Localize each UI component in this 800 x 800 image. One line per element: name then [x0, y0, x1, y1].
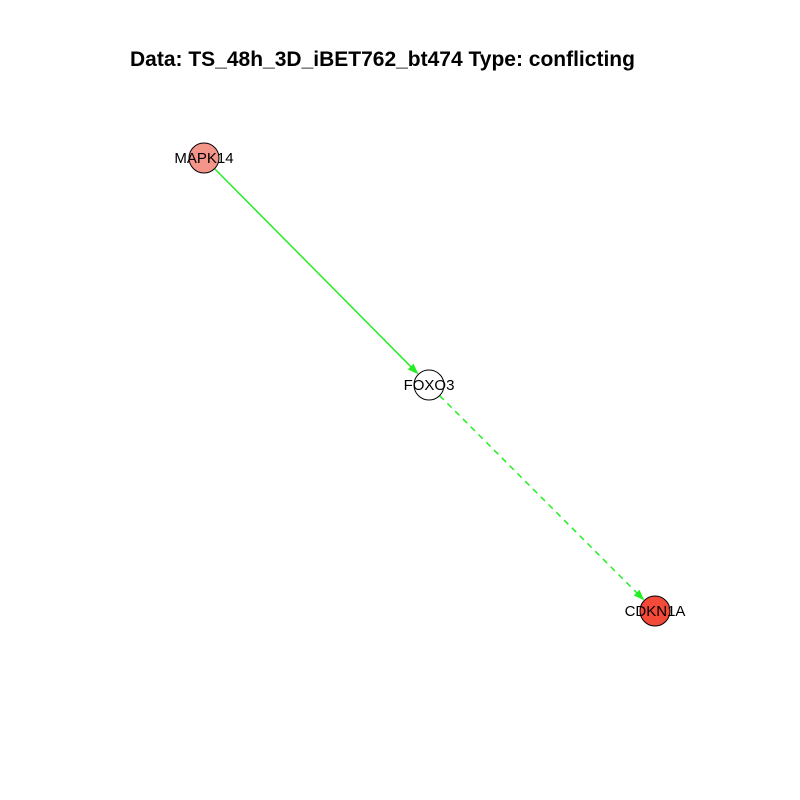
node-circle [188, 142, 220, 174]
node-foxo3: FOXO3 [404, 369, 455, 401]
nodes-layer: MAPK14 FOXO3 CDKN1A [174, 142, 686, 627]
edge-arrowhead [633, 589, 645, 601]
edge-line [439, 395, 644, 600]
node-circle [413, 369, 445, 401]
node-circle [639, 595, 671, 627]
node-cdkn1a: CDKN1A [625, 595, 686, 627]
edges-layer [214, 168, 645, 601]
node-label: MAPK14 [174, 150, 233, 167]
edge-line [214, 168, 418, 374]
edge-mapk14-foxo3 [214, 168, 419, 375]
edge-foxo3-cdkn1a [439, 395, 645, 601]
node-mapk14: MAPK14 [174, 142, 234, 174]
diagram-title: Data: TS_48h_3D_iBET762_bt474 Type: conf… [130, 48, 635, 71]
node-label: CDKN1A [625, 603, 686, 620]
edge-arrowhead [407, 363, 419, 375]
node-label: FOXO3 [404, 377, 455, 394]
